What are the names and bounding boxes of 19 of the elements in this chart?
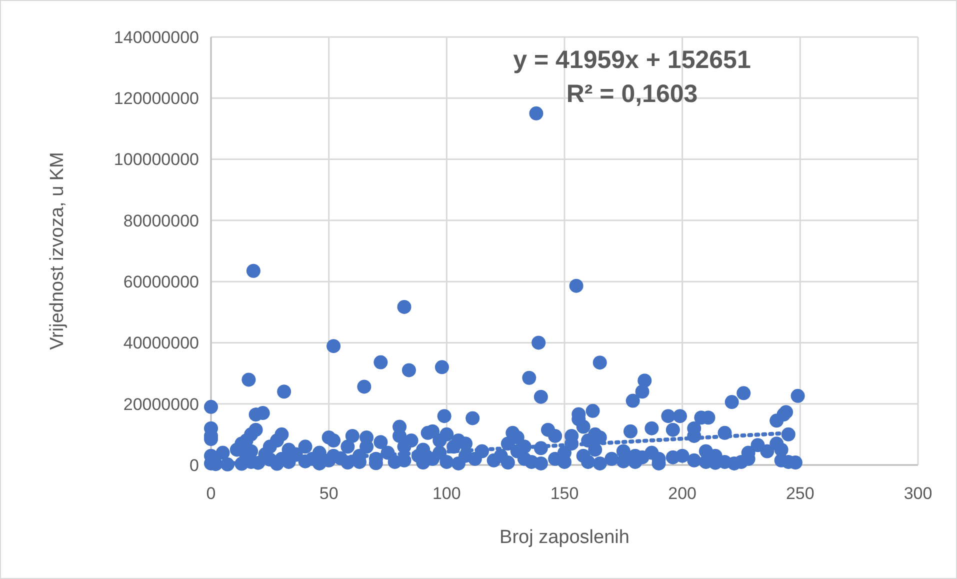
x-tick-label: 0 — [206, 484, 216, 503]
y-tick-label: 60000000 — [123, 272, 199, 292]
y-tick-label: 0 — [190, 456, 199, 475]
x-tick-label: 50 — [319, 484, 338, 503]
y-tick-label: 80000000 — [123, 211, 199, 230]
y-tick-label: 100000000 — [114, 150, 199, 170]
y-tick-label: 140000000 — [114, 28, 199, 47]
x-tick-label: 300 — [904, 484, 932, 503]
x-tick-label: 150 — [550, 484, 579, 503]
y-tick-label: 120000000 — [114, 89, 199, 108]
y-tick-label: 20000000 — [123, 394, 199, 414]
annotation: y = 41959x + 152651 — [513, 46, 751, 74]
x-tick-label: 100 — [432, 484, 461, 503]
x-tick-label: 200 — [668, 484, 697, 503]
x-axis-title: Broj zaposlenih — [500, 527, 630, 548]
y-axis-title: Vrijednost izvoza, u KM — [47, 152, 68, 350]
y-tick-label: 40000000 — [123, 334, 199, 353]
annotation: R² = 0,1603 — [566, 80, 698, 108]
x-tick-label: 250 — [786, 484, 814, 503]
